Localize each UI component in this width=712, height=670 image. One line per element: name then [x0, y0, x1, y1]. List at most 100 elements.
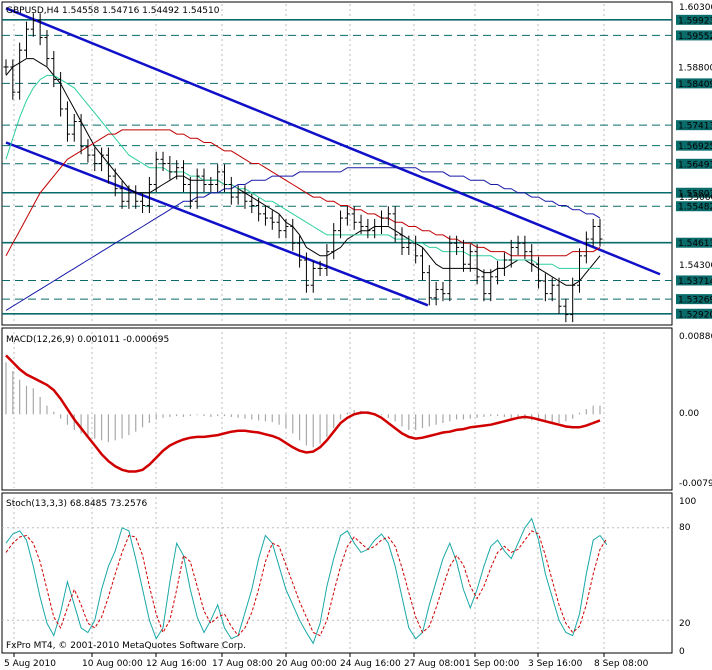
price-bar [85, 139, 91, 163]
stoch-tick-label: 20 [679, 619, 691, 629]
level-label: 1.59923 [678, 16, 712, 26]
stoch-main-line [5, 517, 608, 645]
macd-label: MACD(12,26,9) 0.001011 -0.000695 [6, 335, 169, 345]
stoch-tick-label: 0 [679, 647, 685, 657]
price-bar [379, 210, 385, 235]
x-tick-label: 27 Aug 08:00 [404, 659, 465, 669]
price-bar [146, 176, 152, 214]
price-bar [536, 256, 542, 289]
level-tag: 1.54613 [676, 237, 712, 249]
x-tick-label: 1 Sep 00:00 [465, 659, 520, 669]
price-bar [228, 176, 234, 205]
price-bar [583, 231, 589, 264]
x-tick-label: 20 Aug 00:00 [276, 659, 337, 669]
price-bar [501, 252, 507, 276]
stoch-label: Stoch(13,3,3) 68.8485 73.2576 [6, 499, 147, 509]
price-bar [365, 218, 371, 239]
level-label: 1.55482 [678, 203, 712, 213]
price-bar [563, 298, 569, 323]
price-tick-label: 1.60300 [679, 3, 712, 13]
x-tick-label: 17 Aug 08:00 [212, 659, 273, 669]
price-bar [549, 277, 555, 302]
level-tag-box [676, 78, 712, 89]
price-bar [413, 235, 419, 264]
x-tick-label: 3 Sep 16:00 [528, 659, 583, 669]
channel-trendline [5, 7, 661, 276]
level-tag-box [676, 237, 712, 248]
price-bar [23, 21, 29, 58]
price-bar [419, 248, 425, 281]
price-bar [372, 218, 378, 239]
price-bar [17, 42, 23, 100]
level-label: 1.58409 [678, 80, 712, 90]
price-bar [495, 260, 501, 285]
channel-trendline [5, 141, 429, 307]
level-tag: 1.56493 [676, 158, 712, 170]
price-bar [454, 235, 460, 256]
price-bar [99, 147, 105, 172]
price-bar [181, 160, 187, 193]
level-tag-box [676, 201, 712, 212]
price-bar [392, 206, 398, 243]
macd-tick-label: 0.00 [679, 409, 699, 419]
price-bar [317, 260, 323, 276]
level-label: 1.57413 [678, 122, 712, 132]
moving-average-line [5, 58, 601, 286]
price-bar [508, 239, 514, 268]
price-bar [140, 193, 146, 214]
price-bar [297, 235, 303, 268]
price-bar [467, 244, 473, 272]
price-bar [133, 185, 139, 209]
price-bar [256, 197, 262, 222]
price-bar [290, 218, 296, 251]
price-bar [481, 269, 487, 302]
price-bar [235, 185, 241, 205]
level-tag: 1.59552 [676, 30, 712, 42]
price-bar [221, 164, 227, 193]
level-label: 1.56493 [678, 160, 712, 170]
price-bar [30, 13, 36, 37]
macd-tick-label: -0.00799 [679, 479, 712, 489]
stoch-tick-label: 80 [679, 523, 691, 533]
price-bar [242, 185, 248, 209]
price-bar [208, 176, 214, 193]
price-header: GBPUSD,H4 1.54558 1.54716 1.54492 1.5451… [6, 6, 220, 16]
price-bar [262, 206, 268, 226]
price-bar [64, 101, 70, 142]
price-bar [474, 244, 480, 285]
x-tick-label: 10 Aug 00:00 [82, 659, 143, 669]
level-tag-box [676, 61, 712, 72]
price-bar [310, 260, 316, 293]
level-tag: 1.56925 [676, 140, 712, 152]
price-bar [597, 218, 603, 247]
price-bar [160, 151, 166, 172]
moving-average-line [5, 129, 601, 257]
level-tag-box [676, 140, 712, 151]
price-bar [194, 168, 200, 209]
price-bar [385, 206, 391, 226]
stoch-panel-frame [1, 492, 673, 654]
level-tag: 1.52920 [676, 308, 712, 320]
price-bar [515, 235, 521, 256]
level-tag: 1.58409 [676, 78, 712, 90]
level-tag: 1.57413 [676, 120, 712, 132]
price-bar [44, 30, 50, 67]
price-bar [276, 214, 282, 239]
price-bar [37, 13, 43, 46]
price-bar [153, 151, 159, 193]
moving-average-line [5, 74, 600, 269]
price-bar [105, 147, 111, 184]
level-label: 1.52920 [678, 310, 712, 320]
level-tag-box [676, 308, 712, 319]
level-label: 1.53714 [678, 277, 712, 287]
price-bar [440, 281, 446, 302]
price-bar [590, 218, 596, 247]
price-bar [447, 235, 453, 302]
moving-average-line [5, 167, 601, 311]
level-tag-box [676, 30, 712, 41]
price-bar [577, 248, 583, 293]
price-bar [249, 193, 255, 214]
price-bar [71, 113, 77, 142]
macd-panel-frame [1, 327, 673, 491]
